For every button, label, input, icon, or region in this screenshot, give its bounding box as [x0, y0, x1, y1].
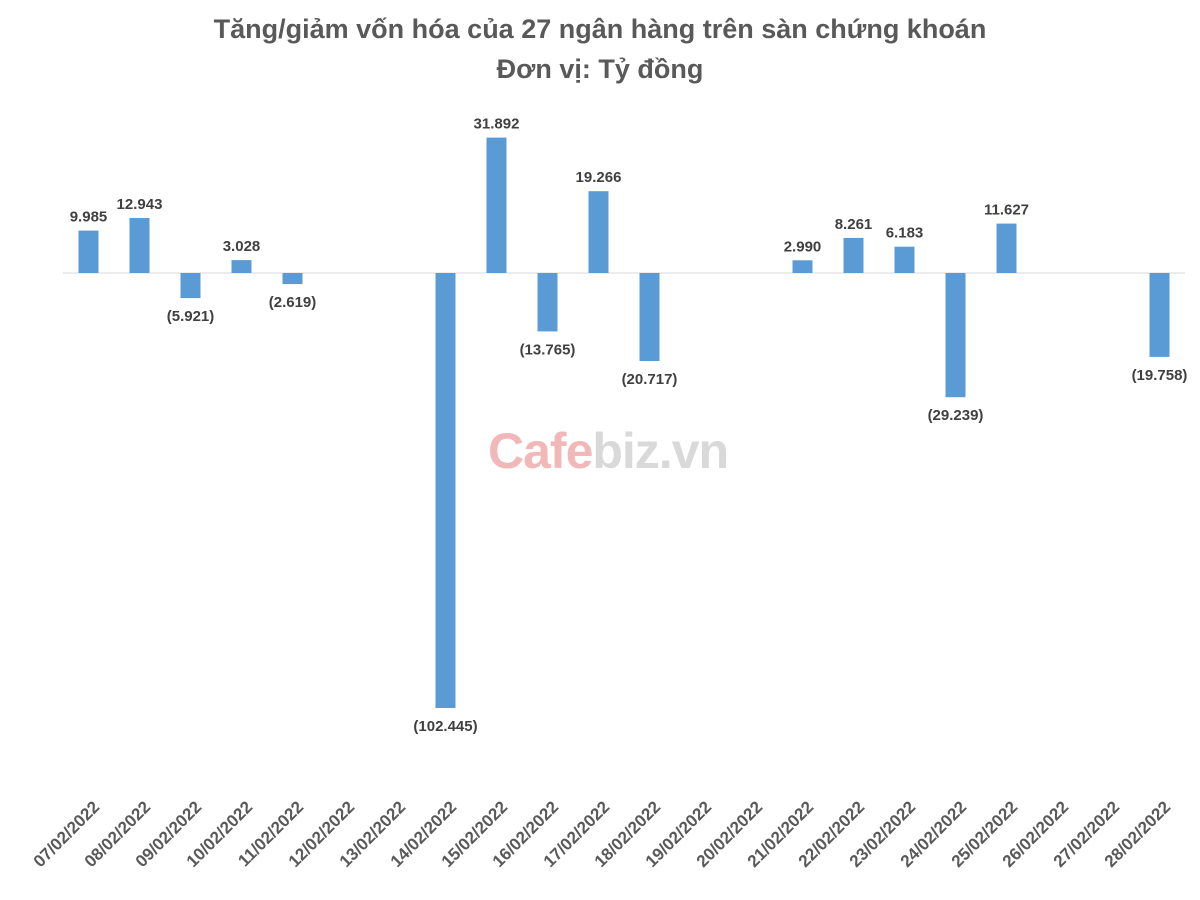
bar-9 [537, 273, 558, 332]
bar-3 [231, 260, 252, 273]
cafebiz-watermark-logo: Cafebiz.vn [488, 423, 729, 479]
bar-1 [129, 218, 150, 273]
data-label-0: 9.985 [70, 209, 108, 226]
data-label-2: (5.921) [167, 308, 215, 325]
data-label-3: 3.028 [223, 238, 261, 255]
bar-21 [1149, 273, 1170, 357]
bar-8 [486, 137, 507, 273]
data-label-14: 2.990 [784, 238, 822, 255]
data-label-8: 31.892 [474, 116, 520, 133]
bar-4 [282, 273, 303, 285]
data-label-7: (102.445) [413, 718, 477, 735]
bar-2 [180, 273, 201, 299]
chart-subtitle: Đơn vị: Tỷ đồng [496, 54, 704, 84]
bar-10 [588, 191, 609, 273]
chart-title: Tăng/giảm vốn hóa của 27 ngân hàng trên … [213, 14, 987, 44]
bar-14 [792, 260, 813, 273]
data-label-21: (19.758) [1132, 367, 1188, 384]
data-label-16: 6.183 [886, 225, 924, 242]
data-label-10: 19.266 [576, 169, 622, 186]
data-label-17: (29.239) [928, 407, 984, 424]
bar-17 [945, 273, 966, 398]
data-label-11: (20.717) [622, 371, 678, 388]
bar-7 [435, 273, 456, 708]
data-label-18: 11.627 [984, 202, 1029, 219]
bar-11 [639, 273, 660, 361]
data-label-1: 12.943 [117, 196, 163, 213]
bar-0 [78, 230, 99, 273]
bar-16 [894, 246, 915, 273]
data-label-15: 8.261 [835, 216, 873, 233]
data-label-4: (2.619) [269, 294, 317, 311]
bar-15 [843, 237, 864, 273]
data-label-9: (13.765) [520, 341, 576, 358]
bar-18 [996, 223, 1017, 273]
